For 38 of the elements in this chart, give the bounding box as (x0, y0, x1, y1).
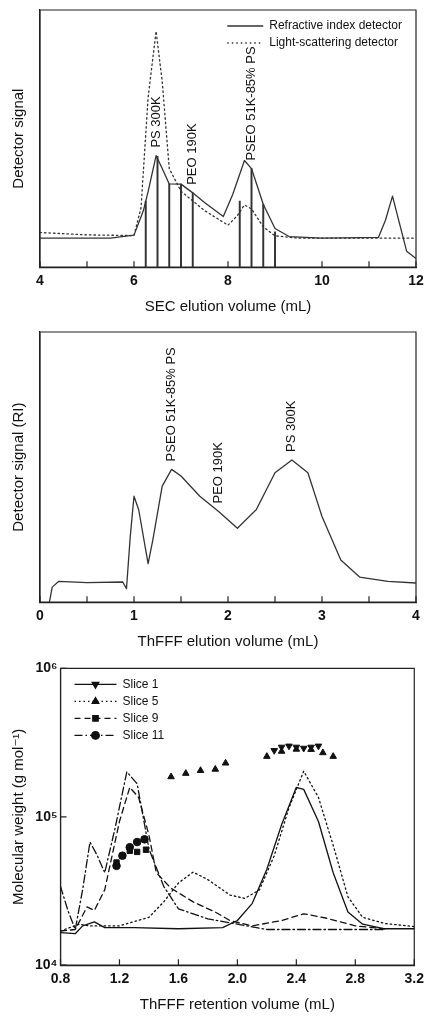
annotation: PEO 190K (184, 123, 200, 185)
x-tick-label: 2.0 (227, 970, 248, 987)
legend-label: Slice 9 (122, 710, 159, 725)
annotation: PSEO 51K-85% PS (243, 46, 259, 161)
x-tick-label: 3.2 (404, 970, 425, 987)
legend-label: Light-scattering detector (269, 35, 399, 50)
y-tick-label: 10⁶ (35, 659, 58, 676)
annotation: PEO 190K (210, 441, 226, 504)
x-axis-title: SEC elution volume (mL) (144, 297, 312, 315)
x-tick-label: 10 (314, 272, 330, 289)
y-tick-label: 10⁴ (35, 956, 58, 973)
legend-label: Refractive index detector (269, 18, 402, 33)
x-axis-title: ThFFF elution volume (mL) (137, 632, 319, 650)
y-tick-label: 10⁵ (35, 807, 58, 824)
x-tick-label: 2.4 (286, 970, 307, 987)
x-tick-label: 6 (130, 272, 139, 289)
y-axis-title: Detector signal (9, 88, 27, 189)
x-axis-title: ThFFF retention volume (mL) (139, 995, 335, 1013)
legend-label: Slice 11 (122, 727, 165, 742)
x-tick-label: 4 (36, 272, 45, 289)
y-axis-title: Molecular weight (g mol⁻¹) (9, 728, 27, 905)
x-tick-label: 1.6 (168, 970, 189, 987)
legend-label: Slice 1 (122, 676, 159, 691)
annotation: PS 300K (147, 95, 163, 148)
x-tick-label: 2.8 (345, 970, 366, 987)
x-tick-label: 4 (412, 607, 421, 624)
x-tick-label: 1.2 (109, 970, 130, 987)
annotation: PS 300K (283, 400, 299, 452)
annotation: PSEO 51K-85% PS (163, 346, 179, 462)
x-tick-label: 0 (36, 607, 45, 624)
legend-label: Slice 5 (122, 693, 159, 708)
x-tick-label: 3 (318, 607, 327, 624)
x-tick-label: 0.8 (50, 970, 71, 987)
x-tick-label: 1 (130, 607, 139, 624)
y-axis-title: Detector signal (RI) (9, 402, 27, 532)
x-tick-label: 2 (224, 607, 233, 624)
x-tick-label: 8 (224, 272, 233, 289)
x-tick-label: 12 (408, 272, 424, 289)
